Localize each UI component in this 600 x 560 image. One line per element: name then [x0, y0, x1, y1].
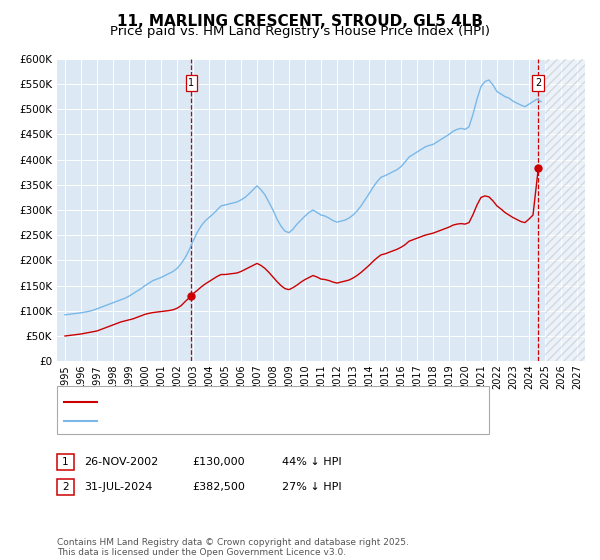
Text: 2: 2	[62, 482, 69, 492]
Text: 1: 1	[62, 457, 69, 467]
Text: 11, MARLING CRESCENT, STROUD, GL5 4LB: 11, MARLING CRESCENT, STROUD, GL5 4LB	[117, 14, 483, 29]
Text: 44% ↓ HPI: 44% ↓ HPI	[282, 457, 341, 467]
Text: 1: 1	[188, 78, 194, 88]
Bar	[545, 59, 585, 361]
Text: £130,000: £130,000	[192, 457, 245, 467]
Text: 31-JUL-2024: 31-JUL-2024	[84, 482, 152, 492]
Text: 27% ↓ HPI: 27% ↓ HPI	[282, 482, 341, 492]
Text: Contains HM Land Registry data © Crown copyright and database right 2025.
This d: Contains HM Land Registry data © Crown c…	[57, 538, 409, 557]
Text: 26-NOV-2002: 26-NOV-2002	[84, 457, 158, 467]
Text: 2: 2	[535, 78, 541, 88]
Text: 11, MARLING CRESCENT, STROUD, GL5 4LB (detached house): 11, MARLING CRESCENT, STROUD, GL5 4LB (d…	[103, 396, 425, 407]
Text: £382,500: £382,500	[192, 482, 245, 492]
Text: Price paid vs. HM Land Registry's House Price Index (HPI): Price paid vs. HM Land Registry's House …	[110, 25, 490, 38]
Text: HPI: Average price, detached house, Stroud: HPI: Average price, detached house, Stro…	[103, 416, 331, 426]
